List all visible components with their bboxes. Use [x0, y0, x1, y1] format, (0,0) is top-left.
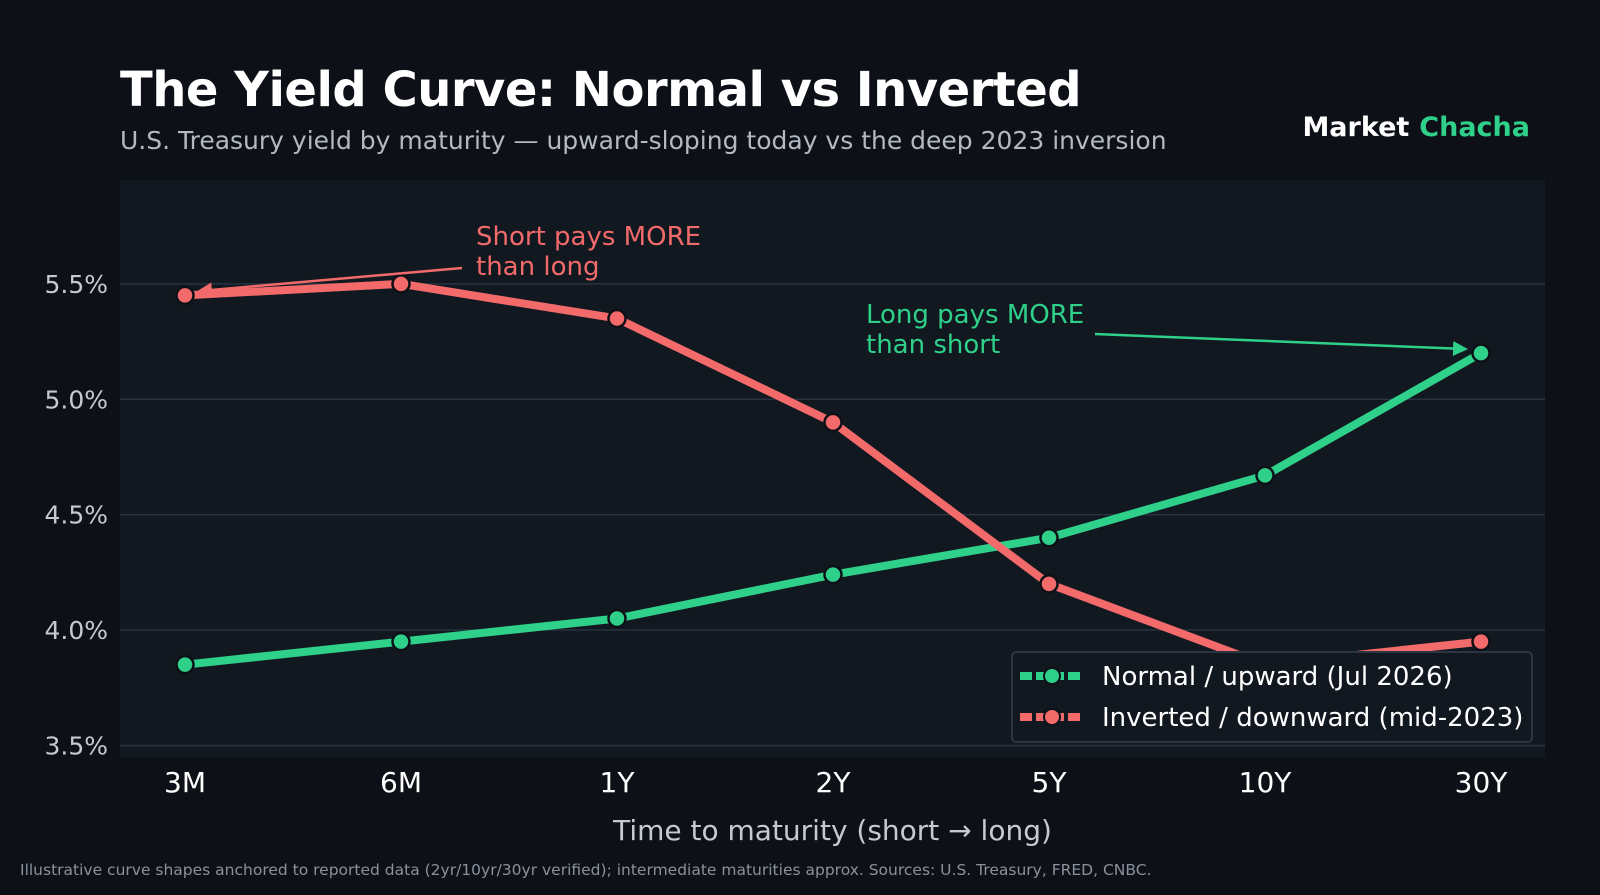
data-point [1039, 527, 1059, 548]
x-tick-label: 30Y [1455, 766, 1509, 799]
brand-part2: Chacha [1419, 112, 1530, 143]
y-tick-label: 5.0% [44, 385, 108, 414]
data-point [175, 654, 195, 675]
annotation-text: Short pays MORE [476, 222, 701, 252]
chart-title: The Yield Curve: Normal vs Inverted [120, 62, 1082, 118]
data-point [823, 564, 843, 585]
x-tick-label: 2Y [816, 766, 852, 799]
y-tick-label: 4.0% [44, 616, 108, 645]
data-point [391, 631, 411, 652]
data-point [1471, 631, 1491, 652]
legend-marker [1043, 667, 1061, 685]
data-point [1471, 343, 1491, 363]
data-point [607, 608, 627, 629]
annotation-text: than short [866, 330, 1000, 360]
data-point [175, 285, 195, 306]
x-tick-label: 1Y [600, 766, 636, 799]
x-tick-label: 6M [380, 766, 422, 799]
legend-box [1011, 651, 1533, 743]
annotation-arrow [197, 266, 463, 298]
y-tick-label: 5.5% [44, 270, 108, 299]
annotation-text: Long pays MORE [866, 300, 1084, 330]
y-tick-label: 4.5% [44, 501, 108, 530]
annotation-text: than long [476, 252, 599, 282]
x-tick-label: 5Y [1032, 766, 1068, 799]
brand-part1: Market [1302, 112, 1410, 143]
legend-marker [1043, 708, 1061, 726]
data-point [1039, 574, 1059, 594]
annotation-arrow [1094, 332, 1468, 357]
y-tick-label: 3.5% [44, 731, 108, 760]
brand-logo: Market Chacha [1302, 112, 1530, 143]
data-point [391, 274, 411, 294]
legend-entry: Normal / upward (Jul 2026) [1102, 662, 1453, 692]
data-point [607, 308, 627, 329]
x-tick-label: 3M [164, 766, 206, 799]
data-point [1255, 465, 1275, 486]
chart-subtitle: U.S. Treasury yield by maturity — upward… [120, 126, 1167, 155]
x-axis-label: Time to maturity (short → long) [612, 814, 1052, 847]
legend-entry: Inverted / downward (mid-2023) [1102, 703, 1523, 733]
footnote: Illustrative curve shapes anchored to re… [20, 861, 1152, 879]
data-point [823, 412, 843, 433]
x-tick-label: 10Y [1239, 766, 1293, 799]
